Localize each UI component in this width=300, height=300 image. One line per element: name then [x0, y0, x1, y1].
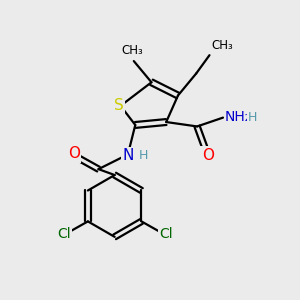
Text: CH₃: CH₃ — [122, 44, 143, 57]
Text: H: H — [139, 149, 148, 162]
Text: Cl: Cl — [57, 227, 70, 241]
Text: NH₂: NH₂ — [224, 110, 251, 124]
Text: O: O — [68, 146, 80, 161]
Text: N: N — [122, 148, 134, 164]
Text: CH₃: CH₃ — [211, 39, 233, 52]
Text: H: H — [248, 110, 257, 124]
Text: O: O — [202, 148, 214, 163]
Text: Cl: Cl — [159, 227, 172, 241]
Text: S: S — [114, 98, 124, 113]
